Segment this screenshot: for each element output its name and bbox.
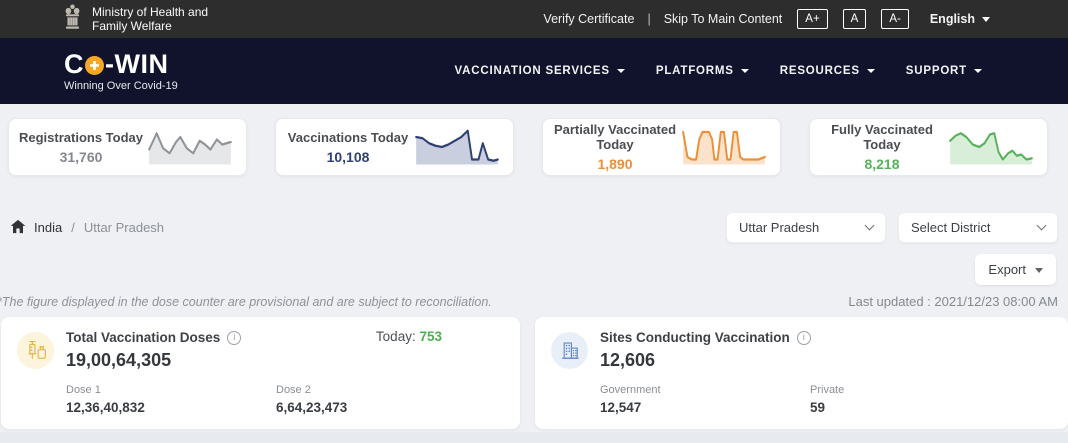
breadcrumb: India / Uttar Pradesh: [10, 219, 164, 237]
cowin-logo[interactable]: C -WIN Winning Over Covid-19: [64, 48, 178, 92]
breadcrumb-separator: /: [71, 220, 75, 235]
stat-card-partially-vaccinated: Partially Vaccinated Today 1,890: [542, 118, 781, 176]
logo-plus-icon: [85, 55, 104, 75]
topbar-links: Verify Certificate | Skip To Main Conten…: [543, 9, 990, 29]
stat-value: 1,890: [597, 156, 633, 172]
breadcrumb-current: Uttar Pradesh: [83, 220, 165, 235]
verify-certificate-link[interactable]: Verify Certificate: [543, 12, 635, 26]
stat-value: 31,760: [59, 148, 103, 165]
nav-item-platforms[interactable]: PLATFORMS: [656, 65, 749, 77]
caret-down-icon: [866, 69, 875, 73]
dose2-label: Dose 2: [276, 384, 311, 396]
region-filters: Uttar Pradesh Select District: [726, 212, 1058, 243]
ministry-name: Ministry of Health and Family Welfare: [92, 4, 209, 34]
link-divider: |: [647, 12, 651, 26]
state-select-value: Uttar Pradesh: [739, 220, 820, 235]
info-icon[interactable]: [796, 330, 811, 345]
skip-to-main-content-link[interactable]: Skip To Main Content: [663, 12, 783, 26]
breadcrumb-home-link[interactable]: India: [10, 219, 62, 237]
summary-cards-row: Total Vaccination Doses 19,00,64,305 Tod…: [1, 317, 1068, 429]
total-doses-title: Total Vaccination Doses: [66, 330, 221, 345]
today-label: Today:: [375, 329, 416, 344]
nav-menu: VACCINATION SERVICES PLATFORMS RESOURCES…: [455, 65, 982, 77]
font-size-decrease-button[interactable]: A-: [881, 9, 909, 29]
vaccination-sites-card: Sites Conducting Vaccination 12,606 Gove…: [535, 317, 1068, 429]
provisional-note: *The figure displayed in the dose counte…: [0, 295, 492, 309]
main-navbar: C -WIN Winning Over Covid-19 VACCINATION…: [0, 38, 1068, 104]
stat-card-vaccinations: Vaccinations Today 10,108: [275, 118, 514, 176]
stat-label: Fully Vaccinated Today: [831, 122, 933, 152]
nav-item-support[interactable]: SUPPORT: [906, 65, 982, 77]
government-label: Government: [600, 384, 661, 396]
government-value: 12,547: [600, 400, 642, 415]
partially-vaccinated-sparkline-chart: [682, 130, 766, 165]
export-label: Export: [988, 262, 1026, 277]
private-sites-stat: Private 59: [810, 384, 1020, 415]
today-value: 753: [419, 329, 442, 344]
logo-text-c: C: [64, 48, 84, 79]
home-icon: [10, 219, 26, 237]
meta-row: *The figure displayed in the dose counte…: [0, 294, 1058, 309]
top-utility-bar: Ministry of Health and Family Welfare Ve…: [0, 0, 1068, 38]
language-dropdown[interactable]: English: [930, 12, 990, 26]
building-icon: [551, 332, 588, 369]
private-label: Private: [810, 384, 845, 396]
stat-label: Vaccinations Today: [287, 129, 409, 145]
dose1-value: 12,36,40,832: [66, 400, 145, 415]
today-stats-row: Registrations Today 31,760 Vaccinations …: [8, 118, 1048, 176]
district-select[interactable]: Select District: [898, 212, 1058, 243]
logo-text-win: -WIN: [105, 48, 169, 79]
district-select-value: Select District: [911, 220, 991, 235]
info-icon[interactable]: [227, 330, 242, 345]
font-size-normal-button[interactable]: A: [842, 9, 867, 29]
stat-card-registrations: Registrations Today 31,760: [8, 118, 247, 176]
caret-down-icon: [740, 69, 749, 73]
language-label: English: [929, 12, 975, 26]
vaccinations-sparkline-chart: [415, 129, 499, 165]
stat-value: 10,108: [326, 148, 370, 165]
chevron-down-icon: [1036, 220, 1047, 231]
logo-tagline: Winning Over Covid-19: [64, 79, 178, 92]
government-sites-stat: Government 12,547: [600, 384, 810, 415]
caret-down-icon: [974, 69, 982, 73]
stat-label: Registrations Today: [18, 129, 143, 145]
stat-label: Partially Vaccinated Today: [553, 122, 677, 152]
last-updated-text: Last updated : 2021/12/23 08:00 AM: [848, 294, 1058, 309]
dose1-label: Dose 1: [66, 384, 101, 396]
dose2-value: 6,64,23,473: [276, 400, 348, 415]
export-button[interactable]: Export: [975, 254, 1056, 285]
private-value: 59: [810, 400, 826, 415]
sites-value: 12,606: [600, 350, 656, 370]
nav-item-resources[interactable]: RESOURCES: [780, 65, 875, 77]
breadcrumb-filter-row: India / Uttar Pradesh Uttar Pradesh Sele…: [10, 212, 1058, 243]
dose2-stat: Dose 2 6,64,23,473: [276, 384, 486, 415]
nav-item-vaccination-services[interactable]: VACCINATION SERVICES: [455, 65, 625, 77]
export-row: Export: [0, 254, 1056, 285]
registrations-sparkline-chart: [148, 132, 232, 165]
chevron-down-icon: [864, 220, 875, 231]
stat-value: 8,218: [864, 156, 900, 172]
font-size-increase-button[interactable]: A+: [797, 9, 828, 29]
sites-title: Sites Conducting Vaccination: [600, 330, 790, 345]
fully-vaccinated-sparkline-chart: [949, 132, 1033, 165]
breadcrumb-home-label: India: [34, 220, 63, 235]
caret-down-icon: [982, 16, 990, 22]
next-section-edge: [0, 432, 1068, 443]
ministry-block: Ministry of Health and Family Welfare: [62, 3, 208, 36]
stat-card-fully-vaccinated: Fully Vaccinated Today 8,218: [809, 118, 1048, 176]
caret-down-icon: [616, 69, 625, 73]
dose1-stat: Dose 1 12,36,40,832: [66, 384, 276, 415]
caret-down-icon: [1035, 268, 1043, 273]
state-select[interactable]: Uttar Pradesh: [726, 212, 886, 243]
syringe-vial-icon: [17, 332, 54, 369]
total-doses-value: 19,00,64,305: [66, 350, 172, 370]
today-doses: Today: 753: [376, 329, 442, 344]
national-emblem-icon: [62, 3, 83, 36]
total-doses-card: Total Vaccination Doses 19,00,64,305 Tod…: [1, 317, 520, 429]
